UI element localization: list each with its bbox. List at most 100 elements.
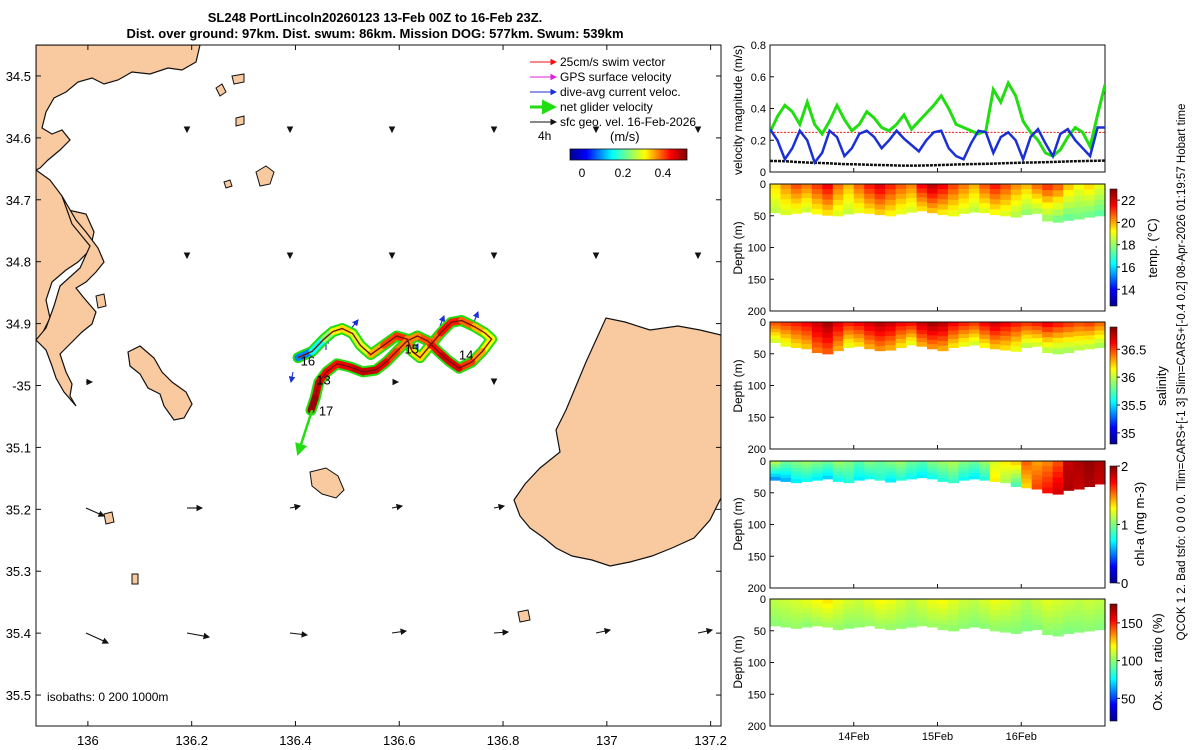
section-cell	[1042, 190, 1054, 197]
section-cell	[770, 328, 782, 333]
section-cell	[822, 603, 834, 609]
velocity-y-tick-label: 0	[760, 167, 766, 179]
section-cell	[916, 197, 928, 203]
section-cell	[822, 622, 834, 628]
section-cell	[1000, 621, 1012, 628]
section-cell	[968, 337, 980, 342]
depth-tick-label: 100	[748, 243, 766, 255]
section-cell	[780, 599, 792, 605]
section-cell	[989, 204, 1001, 210]
section-cell	[822, 204, 834, 211]
section-cell	[927, 184, 939, 190]
section-cell	[1052, 477, 1064, 484]
section-cell	[895, 193, 907, 200]
section-cell	[1031, 614, 1043, 620]
section-cell	[1000, 331, 1012, 337]
section-cell	[885, 604, 897, 610]
section-cell	[1094, 205, 1106, 212]
section-cell	[1031, 470, 1043, 476]
section-cell	[1000, 471, 1012, 476]
section-cell	[864, 188, 876, 195]
section-cell	[843, 599, 855, 605]
section-cell	[832, 210, 844, 217]
section-cell	[1094, 609, 1106, 615]
section-cell	[1000, 599, 1012, 606]
section-cell	[1021, 474, 1033, 480]
section-cell	[832, 199, 844, 206]
section-cell	[989, 339, 1001, 345]
chlorophyll-panel: 0 50 100 150 200 Depth (m) 0 1 2 chl-a (mg m-3…	[731, 456, 1147, 595]
section-cell	[801, 184, 813, 190]
section-cell	[853, 203, 865, 209]
salinity-colorbar	[1109, 326, 1118, 445]
velocity-y-tick-label: 0.4	[751, 104, 766, 116]
section-cell	[1073, 184, 1085, 191]
section-cell	[958, 334, 970, 339]
section-cell	[916, 461, 928, 465]
section-cell	[1000, 189, 1012, 196]
section-cell	[958, 599, 970, 605]
colorbar-tick-label: 36	[1121, 370, 1135, 385]
section-cell	[832, 604, 844, 610]
section-cell	[927, 330, 939, 336]
land-islet-9	[223, 179, 233, 189]
section-cell	[885, 614, 897, 620]
section-cell	[1021, 614, 1033, 621]
section-cell	[1000, 184, 1012, 190]
salinity-colorbar-ticks: 35 35.5 36 36.5	[1117, 342, 1146, 441]
depth-tick-label: 200	[748, 306, 766, 318]
section-cell	[1000, 326, 1012, 332]
section-cell	[1021, 483, 1033, 489]
section-cell	[811, 342, 823, 348]
colorbar-tick-label: 18	[1121, 238, 1135, 253]
section-cell	[864, 621, 876, 627]
section-cell	[916, 322, 928, 327]
section-cell	[874, 464, 886, 468]
section-cell	[1021, 189, 1033, 195]
section-cell	[1031, 188, 1043, 195]
section-cell	[1010, 469, 1022, 475]
section-cell	[895, 326, 907, 332]
section-cell	[989, 209, 1001, 216]
section-cell	[947, 194, 960, 201]
section-cell	[811, 621, 823, 627]
section-cell	[1031, 330, 1043, 335]
section-cell	[874, 331, 886, 337]
section-cell	[927, 335, 939, 341]
map-x-tick-label: 137	[596, 733, 618, 748]
section-cell	[1063, 184, 1075, 191]
section-cell	[885, 199, 897, 206]
section-cell	[885, 464, 897, 469]
section-cell	[968, 469, 980, 474]
section-cell	[1073, 322, 1085, 328]
section-cell	[1052, 623, 1064, 631]
section-cell	[906, 333, 918, 338]
map-y-tick-label: 34.9	[6, 317, 31, 332]
section-cell	[1021, 609, 1033, 616]
section-cell	[916, 338, 928, 343]
section-cell	[1063, 616, 1075, 623]
section-cell	[801, 202, 813, 208]
section-cell	[895, 198, 907, 205]
section-cell	[801, 335, 813, 341]
section-cell	[1063, 202, 1075, 209]
section-cell	[1010, 184, 1022, 191]
section-cell	[832, 464, 844, 469]
section-cell	[968, 322, 980, 327]
section-cell	[968, 622, 980, 628]
section-cell	[770, 335, 782, 340]
section-cell	[1042, 322, 1054, 328]
land-west-peninsula	[36, 45, 201, 171]
section-cell	[958, 326, 970, 331]
section-cell	[801, 622, 813, 628]
map-y-tick-label: 35.5	[6, 688, 31, 703]
section-cell	[832, 326, 844, 333]
section-cell	[1084, 482, 1096, 487]
section-cell	[927, 603, 939, 609]
section-cell	[1063, 480, 1075, 486]
map-y-tick-label: 35.3	[6, 564, 31, 579]
section-cell	[885, 326, 897, 332]
section-cell	[843, 334, 855, 340]
section-cell	[1073, 335, 1085, 342]
section-cell	[968, 461, 980, 465]
